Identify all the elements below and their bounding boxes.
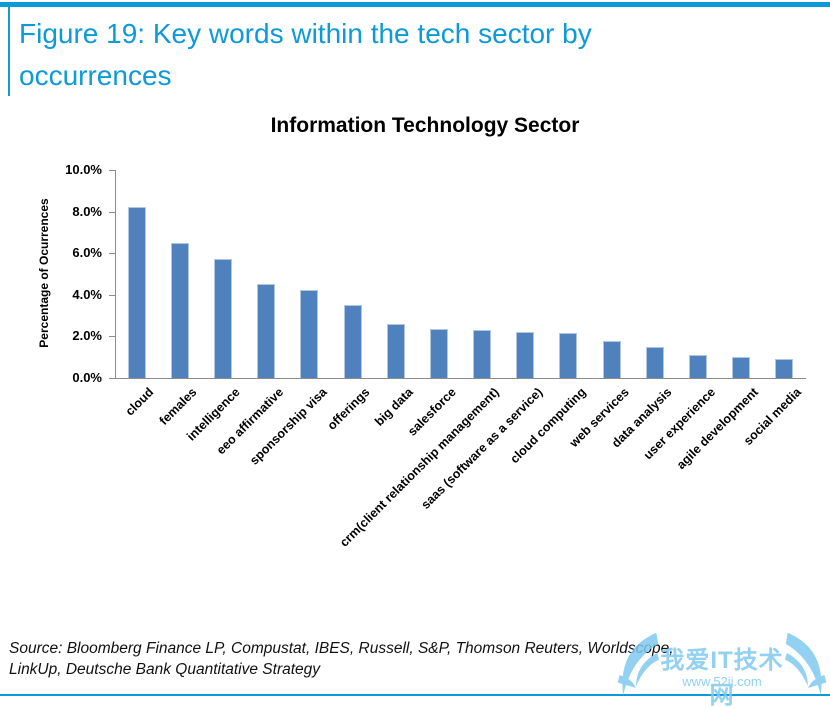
wing-icon (617, 632, 660, 696)
figure-title: Figure 19: Key words within the tech sec… (19, 13, 799, 97)
bar-agile-development (732, 357, 750, 378)
x-axis-line (115, 378, 806, 379)
x-tick-label: cloud computing (507, 385, 589, 467)
bar-social-media (775, 359, 793, 378)
x-tick-label: cloud (123, 385, 157, 419)
source-line2: LinkUp, Deutsche Bank Quantitative Strat… (9, 661, 321, 678)
watermark-url: www.52ij.com (682, 674, 762, 689)
x-tick-label: females (156, 385, 200, 428)
watermark-text: 我爱IT技术网 (660, 647, 784, 709)
figure-title-line1: Figure 19: Key words within the tech sec… (19, 18, 592, 49)
y-tick-label: 8.0% (72, 203, 102, 219)
y-tick-label: 0.0% (72, 370, 102, 385)
y-tick-mark (109, 170, 115, 171)
y-tick-label: 4.0% (72, 286, 102, 302)
bar-cloud (128, 207, 146, 378)
y-axis-line (115, 170, 116, 378)
y-tick-mark (109, 378, 115, 379)
bar-cloud-computing (559, 333, 577, 378)
bar-females (171, 243, 189, 378)
bottom-accent-rule (0, 694, 830, 696)
watermark: 我爱IT技术网 www.52ij.com (614, 626, 830, 709)
y-tick-label: 10.0% (65, 162, 102, 177)
y-tick-mark (109, 211, 115, 213)
source-note: Source: Bloomberg Finance LP, Compustat,… (9, 638, 749, 680)
y-tick-label: 2.0% (72, 328, 102, 344)
bar-user-experience (689, 355, 707, 378)
x-tick-label: big data (371, 385, 416, 429)
bar-offerings (344, 305, 362, 378)
bar-crm-client-relationship-management- (473, 330, 491, 378)
figure-title-line2: occurrences (19, 60, 172, 91)
bar-saas-software-as-a-service- (516, 332, 534, 378)
y-tick-label: 6.0% (72, 245, 102, 261)
chart-title: Information Technology Sector (270, 114, 580, 137)
bar-intelligence (214, 259, 232, 378)
bar-web-services (603, 341, 621, 378)
x-tick-label: offerings (324, 385, 373, 433)
x-tick-label: agile development (674, 385, 762, 473)
bar-eeo-affirmative (257, 284, 275, 378)
x-tick-label: sponsorship visa (246, 385, 330, 468)
y-tick-mark (109, 253, 115, 255)
bar-sponsorship-visa (300, 290, 318, 378)
y-tick-mark (109, 336, 115, 338)
wing-icon (784, 632, 827, 696)
x-tick-label: crm(client relationship management) (337, 385, 502, 550)
bar-big-data (387, 324, 405, 378)
left-accent-rule (8, 7, 10, 96)
y-tick-mark (109, 294, 115, 296)
top-accent-rule (0, 2, 830, 7)
bar-salesforce (430, 329, 448, 378)
bar-data-analysis (646, 347, 664, 378)
source-line1: Source: Bloomberg Finance LP, Compustat,… (9, 640, 674, 657)
